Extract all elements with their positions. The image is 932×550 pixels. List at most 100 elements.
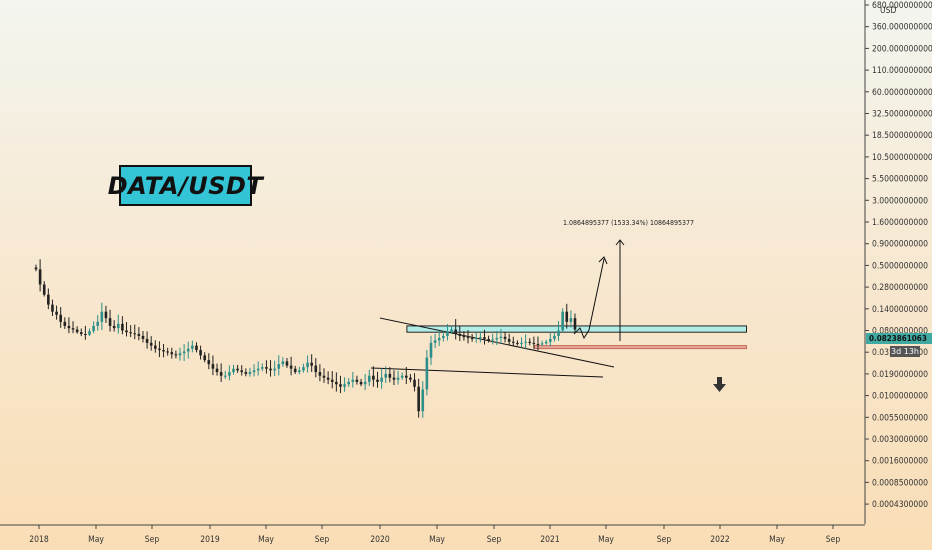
y-tick-label: 0.0055000000 xyxy=(872,413,928,423)
candle-body xyxy=(499,336,503,339)
candle-body xyxy=(166,351,169,353)
candle-body xyxy=(34,267,38,270)
candle-body xyxy=(265,367,268,369)
x-tick-label: Sep xyxy=(657,535,672,545)
candle-body xyxy=(232,368,235,373)
y-tick-label: 110.0000000000 xyxy=(872,66,932,76)
candle-body xyxy=(112,325,116,329)
candle-body xyxy=(528,341,532,343)
candle-body xyxy=(392,377,396,380)
down-arrow-shaft xyxy=(717,377,722,385)
candles-layer xyxy=(34,259,577,418)
candle-body xyxy=(293,368,297,373)
candle-body xyxy=(511,341,515,343)
x-tick-label: May xyxy=(429,535,445,545)
candle-body xyxy=(400,375,404,378)
down-arrow-head xyxy=(713,384,726,392)
candle-body xyxy=(396,377,400,380)
candle-body xyxy=(219,372,223,376)
y-tick-label: 0.0100000000 xyxy=(872,392,928,402)
candle-body xyxy=(372,375,375,380)
candle-body xyxy=(351,379,355,382)
candle-body xyxy=(479,337,482,339)
candle-body xyxy=(244,372,248,374)
candle-body xyxy=(59,314,62,322)
x-tick-label: 2018 xyxy=(29,535,49,545)
candle-body xyxy=(149,342,153,346)
y-tick-label: 0.1400000000 xyxy=(872,305,928,315)
candle-body xyxy=(145,338,149,343)
candle-body xyxy=(71,328,75,330)
candle-body xyxy=(363,381,367,385)
candle-body xyxy=(326,377,330,380)
measure-label: 1.0864895377 (1533.34%) 10864895377 xyxy=(563,219,695,227)
candle-body xyxy=(343,384,346,387)
projected-path xyxy=(573,258,605,340)
projected-path-arrowhead xyxy=(598,256,608,265)
candle-body xyxy=(67,325,71,329)
candle-body xyxy=(314,365,318,373)
candle-body xyxy=(277,364,281,369)
candle-body xyxy=(174,354,178,356)
y-tick-label: 10.5000000000 xyxy=(872,153,932,163)
candle-body xyxy=(42,284,46,295)
candle-body xyxy=(285,361,289,366)
candle-body xyxy=(228,372,231,376)
candle-body xyxy=(474,338,478,340)
y-tick-label: 1.6000000000 xyxy=(872,218,928,228)
y-tick-label: 0.0016000000 xyxy=(872,457,928,467)
candle-body xyxy=(384,373,388,378)
zone-layer xyxy=(406,325,747,350)
y-tick-label: 60.0000000000 xyxy=(872,88,932,98)
candle-body xyxy=(376,379,379,382)
candle-body xyxy=(442,335,445,339)
candle-body xyxy=(63,321,67,326)
y-tick-label: 680.0000000000 xyxy=(872,1,932,11)
candle-body xyxy=(162,350,165,352)
candle-body xyxy=(178,353,182,356)
y-tick-label: 0.0800000000 xyxy=(872,327,928,337)
candle-body xyxy=(450,329,453,333)
candle-body xyxy=(544,341,548,344)
y-tick-label: 0.0190000000 xyxy=(872,370,928,380)
x-tick-label: 2019 xyxy=(200,535,220,545)
candle-body xyxy=(421,389,425,412)
candle-body xyxy=(409,377,412,380)
down-arrow-icon xyxy=(713,377,726,392)
candle-body xyxy=(55,311,58,315)
candle-body xyxy=(51,304,54,312)
pair-title: DATA/USDT xyxy=(107,171,264,200)
candle-body xyxy=(330,379,334,382)
candle-body xyxy=(507,338,511,342)
candle-body xyxy=(355,379,359,382)
x-tick-label: May xyxy=(598,535,614,545)
candle-body xyxy=(429,342,433,358)
candle-body xyxy=(203,355,206,361)
candle-body xyxy=(125,330,128,333)
y-tick-label: 3.0000000000 xyxy=(872,196,928,206)
candle-body xyxy=(100,311,104,322)
candle-body xyxy=(335,381,338,385)
x-tick-label: Sep xyxy=(315,535,330,545)
candle-body xyxy=(540,343,544,345)
y-tick-label: 0.2800000000 xyxy=(872,283,928,293)
candle-body xyxy=(359,381,363,385)
candle-body xyxy=(306,362,309,368)
candle-body xyxy=(211,364,215,369)
candle-body xyxy=(310,362,313,366)
y-tick-label: 200.0000000000 xyxy=(872,44,932,54)
candle-body xyxy=(84,334,87,336)
candle-body xyxy=(524,341,527,343)
x-tick-label: 2020 xyxy=(370,535,390,545)
candle-body xyxy=(322,375,326,378)
candle-body xyxy=(236,368,239,371)
candle-body xyxy=(289,365,293,369)
x-tick-label: 2022 xyxy=(710,535,730,545)
candle-body xyxy=(437,338,441,341)
candle-body xyxy=(269,368,272,371)
candle-body xyxy=(186,348,190,352)
candle-body xyxy=(256,368,260,371)
candle-body xyxy=(318,372,322,376)
